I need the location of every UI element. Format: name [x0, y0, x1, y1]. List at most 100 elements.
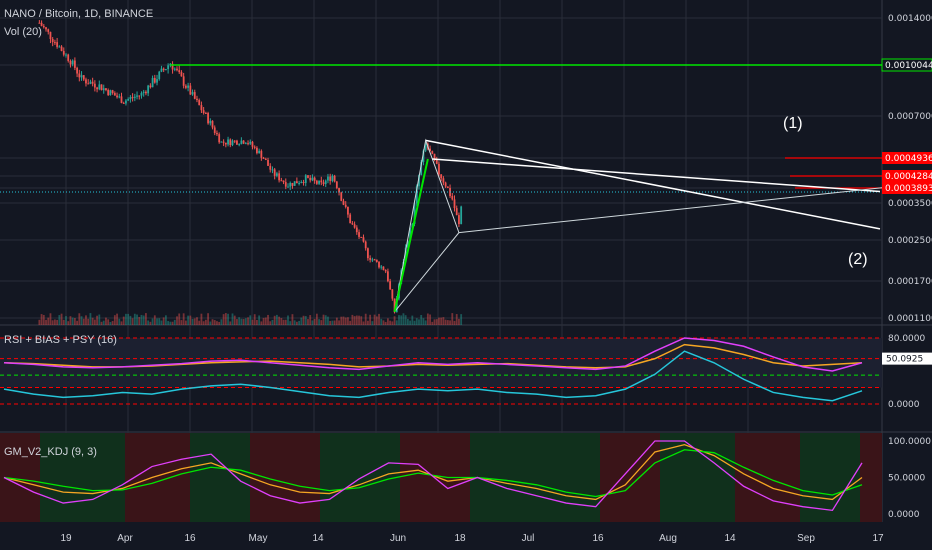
candle-body-87: [231, 140, 234, 146]
time-axis-label-7: Jul: [522, 533, 535, 544]
candle-body-85: [227, 139, 229, 145]
kdj-pane-title[interactable]: GM_V2_KDJ (9, 3): [4, 446, 97, 458]
volume-bar-185: [449, 320, 451, 325]
wave-rebound-line: [458, 187, 883, 234]
volume-bar-8: [56, 319, 59, 325]
volume-bar-159: [391, 321, 394, 325]
volume-bar-10: [60, 313, 63, 325]
volume-bar-27: [98, 314, 101, 325]
candle-body-122: [309, 177, 312, 181]
candle-body-176: [429, 148, 431, 152]
candle-body-88: [233, 140, 236, 142]
volume-title[interactable]: Vol (20): [4, 26, 42, 38]
volume-bar-129: [324, 315, 327, 325]
volume-bar-43: [133, 313, 136, 325]
candle-body-118: [300, 181, 303, 183]
candle-body-113: [289, 182, 292, 187]
kdj-pane[interactable]: 100.0000 50.0000 0.0000: [0, 433, 931, 522]
candle-body-70: [193, 92, 196, 99]
volume-bar-78: [211, 319, 214, 325]
candle-body-75: [204, 113, 207, 115]
volume-bar-26: [96, 315, 98, 325]
volume-bar-32: [109, 321, 112, 325]
candle-body-94: [247, 143, 249, 145]
candle-body-5: [49, 31, 52, 39]
kdj-zone-9: [660, 433, 735, 522]
volume-bar-169: [413, 320, 416, 325]
volume-bar-136: [340, 316, 343, 325]
volume-bar-80: [216, 321, 218, 325]
candle-body-178: [433, 153, 436, 160]
volume-bar-29: [102, 320, 105, 325]
kdj-zone-2: [125, 433, 190, 522]
candle-body-40: [127, 99, 130, 101]
volume-bar-76: [207, 313, 209, 325]
volume-bar-73: [200, 313, 203, 325]
rsi-bias-psy-pane[interactable]: 80.0000 50.0925 0.0000: [0, 334, 932, 410]
volume-bar-39: [125, 313, 127, 325]
time-axis-label-8: 16: [592, 533, 604, 544]
candle-body-98: [256, 147, 258, 154]
horizontal-levels[interactable]: 0.00183440.00100440.00049360.00042840.00…: [0, 0, 932, 194]
volume-bar-42: [131, 318, 134, 325]
volume-bar-52: [153, 315, 156, 325]
candle-body-117: [298, 182, 300, 184]
wave-1-label: (1): [783, 115, 803, 132]
wave-pattern-drawing[interactable]: [393, 138, 883, 313]
price-axis[interactable]: 0.0014000 0.0007000 0.0003500 0.0002500 0.00…: [888, 14, 932, 324]
volume-bar-2: [42, 314, 45, 325]
candle-body-108: [278, 173, 281, 181]
time-axis-label-0: 19: [60, 533, 72, 544]
volume-bar-119: [302, 315, 305, 325]
volume-bar-117: [298, 320, 300, 325]
volume-bar-35: [116, 313, 118, 325]
candle-body-141: [351, 223, 354, 225]
candle-body-86: [229, 139, 232, 146]
volume-bar-99: [258, 315, 261, 325]
volume-bar-4: [47, 317, 50, 325]
candle-body-26: [96, 87, 98, 90]
candle-body-121: [307, 175, 309, 178]
time-axis-label-1: Apr: [117, 533, 133, 544]
volume-bar-121: [307, 319, 309, 325]
volume-bar-0: [38, 319, 41, 325]
volume-bar-15: [71, 317, 74, 325]
volume-bar-147: [364, 313, 367, 325]
candle-body-155: [382, 266, 385, 271]
price-axis-label-7: 0.0002500: [888, 236, 932, 246]
candle-body-190: [460, 206, 463, 225]
candle-body-149: [369, 258, 372, 260]
candle-body-144: [358, 232, 360, 237]
candle-body-52: [153, 77, 156, 83]
time-axis[interactable]: 19 Apr 16 May 14 Jun 18 Jul 16 Aug 14 Sep 17: [60, 533, 884, 544]
volume-bar-68: [189, 315, 192, 325]
candle-body-189: [458, 215, 460, 225]
candle-body-30: [105, 88, 107, 91]
candle-body-43: [133, 96, 136, 98]
volume-bar-20: [82, 318, 85, 325]
volume-bar-101: [262, 317, 265, 325]
candle-body-127: [320, 180, 323, 183]
rsi-pane-title[interactable]: RSI + BIAS + PSY (16): [4, 334, 117, 346]
volume-bar-161: [395, 320, 398, 325]
candle-body-96: [251, 141, 254, 147]
volume-bar-65: [182, 313, 185, 325]
candle-body-183: [444, 182, 447, 187]
volume-bar-176: [429, 314, 431, 325]
candle-body-28: [100, 84, 103, 91]
volume-bar-97: [253, 314, 256, 325]
volume-bar-152: [375, 316, 378, 325]
candle-body-62: [176, 68, 178, 71]
symbol-title[interactable]: NANO / Bitcoin, 1D, BINANCE: [4, 8, 154, 20]
volume-bar-131: [329, 320, 332, 325]
candle-body-65: [182, 76, 185, 86]
volume-bar-112: [287, 315, 289, 325]
volume-bar-149: [369, 314, 372, 325]
volume-bar-3: [45, 319, 47, 325]
candle-body-103: [267, 159, 269, 166]
volume-bar-38: [122, 316, 125, 325]
time-axis-label-12: 17: [872, 533, 884, 544]
candle-body-142: [353, 224, 356, 228]
candle-body-93: [244, 143, 247, 145]
